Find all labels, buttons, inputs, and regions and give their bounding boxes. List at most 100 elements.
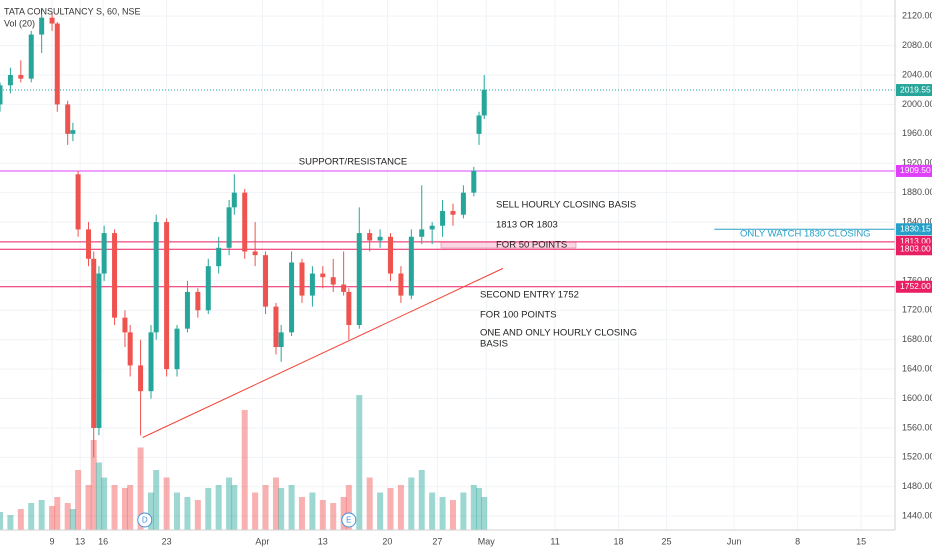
candle-body <box>278 332 284 348</box>
price-tag-label: 1909.50 <box>900 165 931 175</box>
chart-subtitle: Vol (20) <box>4 18 35 28</box>
x-tick-label: 13 <box>318 536 328 546</box>
candle-body <box>367 233 373 241</box>
candle-body <box>122 317 128 333</box>
price-tag-label: 1813.00 <box>900 236 931 246</box>
candle-body <box>49 17 55 24</box>
candle-body <box>86 229 92 259</box>
price-tag <box>896 164 932 177</box>
candle-body <box>205 266 211 311</box>
volume-bar <box>147 492 154 530</box>
volume-bar <box>288 485 295 530</box>
axes: 2120.00 2080.00 2040.00 2000.00 1960.00 1920.… <box>50 11 932 546</box>
candle-body <box>164 222 170 370</box>
volume-bar <box>64 503 71 530</box>
volume-bar <box>387 488 394 530</box>
volume-bar <box>121 488 128 530</box>
volume-bar <box>127 485 134 530</box>
candle-body <box>398 273 404 296</box>
candle-body <box>356 233 362 325</box>
candle-body <box>460 192 466 215</box>
volume-bar <box>252 492 259 530</box>
event-marker <box>137 512 153 528</box>
y-tick-label: 2000.00 <box>902 99 932 109</box>
candle-body <box>0 85 3 105</box>
candle-body <box>320 273 326 278</box>
volume-bar <box>309 492 316 530</box>
volume-bar <box>153 470 160 530</box>
x-tick-label: Apr <box>255 536 269 546</box>
candle-body <box>216 247 222 267</box>
volume-bar <box>481 497 488 530</box>
price-tag-label: 2019.55 <box>900 84 931 94</box>
volume-bar <box>470 485 477 530</box>
volume-bar <box>366 477 373 530</box>
volume-bar <box>439 497 446 530</box>
volume-bar <box>17 509 24 530</box>
volume-bar <box>163 477 170 530</box>
annotation: ONE AND ONLY HOURLY CLOSING <box>480 328 637 339</box>
volume-bar <box>49 506 56 530</box>
y-tick-label: 1720.00 <box>902 305 932 315</box>
candle-body <box>242 192 248 252</box>
volume-bar <box>449 500 456 530</box>
candle-body <box>195 291 201 311</box>
candle-body <box>18 75 24 79</box>
volume-bar <box>241 410 248 530</box>
candle-body <box>54 23 60 105</box>
price-tag-label: 1752.00 <box>900 281 931 291</box>
chart-title: TATA CONSULTANCY S, 60, NSE <box>4 6 141 16</box>
candle-body <box>96 273 102 428</box>
trend-line <box>142 267 504 438</box>
candle-body <box>184 291 190 329</box>
candle-body <box>330 277 336 285</box>
candle-body <box>252 251 258 256</box>
candle-body <box>450 211 456 215</box>
candle-body <box>377 236 383 241</box>
volume-bar <box>262 485 269 530</box>
candle-body <box>65 104 71 134</box>
volume-bar <box>184 497 191 530</box>
candle-body <box>346 291 352 325</box>
volume-bar <box>111 485 118 530</box>
annotation: 1813 OR 1803 <box>496 220 558 231</box>
annotation: FOR 100 POINTS <box>480 310 557 321</box>
y-tick-label: 1880.00 <box>902 187 932 197</box>
event-marker <box>341 512 357 528</box>
candle-body <box>138 365 144 392</box>
y-tick-label: 2120.00 <box>902 11 932 21</box>
volume-bar <box>340 497 347 530</box>
candle-body <box>70 130 76 134</box>
volume-bar <box>418 470 425 530</box>
grid <box>0 0 895 530</box>
annotations: D E SUPPORT/RESISTANCE SELL HOURLY CLOSING … <box>137 157 871 528</box>
candle-body <box>174 328 180 370</box>
y-tick-label: 1920.00 <box>902 158 932 168</box>
candle-body <box>39 17 45 35</box>
candle-body <box>481 89 487 116</box>
x-tick-label: 16 <box>98 536 108 546</box>
y-tick-label: 2040.00 <box>902 69 932 79</box>
candle-body <box>148 332 154 392</box>
candle-body <box>408 236 414 296</box>
y-tick-label: 1840.00 <box>902 216 932 226</box>
volume-bar <box>330 503 337 530</box>
price-tag <box>896 280 932 293</box>
volume-bar <box>28 503 35 530</box>
candle-body <box>309 273 315 296</box>
price-tag-label: 1803.00 <box>900 244 931 254</box>
y-tick-label: 1680.00 <box>902 334 932 344</box>
volume-bar <box>476 488 483 530</box>
volume-bar <box>69 509 76 530</box>
candle-body <box>341 284 347 292</box>
x-tick-label: 25 <box>661 536 671 546</box>
volume-bar <box>95 462 102 530</box>
x-tick-label: 11 <box>550 536 559 546</box>
x-tick-label: 13 <box>75 536 85 546</box>
candle-body <box>299 262 305 296</box>
volume-bar <box>397 485 404 530</box>
y-tick-label: 2080.00 <box>902 40 932 50</box>
price-tag-label: 1830.15 <box>900 224 931 234</box>
candle-body <box>91 258 97 428</box>
